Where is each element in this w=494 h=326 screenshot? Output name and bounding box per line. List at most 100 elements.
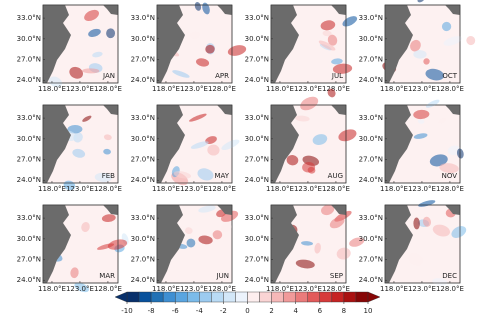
anomaly-patch: [443, 36, 462, 46]
anomaly-patch: [84, 9, 99, 22]
lon-tick-label: 123.0°E: [66, 85, 94, 93]
lat-tick-label: 24.0°N: [245, 176, 269, 184]
lat-tick-label: 24.0°N: [359, 76, 383, 84]
lat-tick-label: 27.0°N: [359, 156, 383, 164]
anomaly-patch: [107, 239, 128, 250]
lon-tick-label: 118.0°E: [38, 85, 66, 93]
anomaly-patch: [194, 2, 202, 11]
anomaly-patch: [417, 0, 425, 3]
map-frame: [42, 104, 119, 184]
anomaly-patch: [48, 76, 62, 88]
colorbar-cell: [247, 291, 260, 303]
anomaly-patch: [410, 39, 421, 52]
anomaly-patch: [295, 115, 310, 122]
lon-tick-label: 128.0°E: [322, 85, 350, 93]
anomaly-patch: [417, 119, 425, 124]
land: [157, 5, 185, 83]
anomaly-patch: [349, 237, 365, 247]
colorbar-cell: [259, 291, 272, 303]
lat-tick-label: 24.0°N: [245, 76, 269, 84]
lon-tick-label: 118.0°E: [266, 285, 294, 293]
lon-tick-label: 128.0°E: [94, 85, 122, 93]
land: [331, 5, 346, 15]
anomaly-patch: [286, 154, 299, 166]
month-label: MAR: [99, 272, 115, 280]
lat-tick-label: 24.0°N: [359, 276, 383, 284]
anomaly-patch: [70, 267, 79, 279]
lon-tick-label: 118.0°E: [152, 85, 180, 93]
map-frame: [270, 104, 347, 184]
anomaly-patch: [198, 205, 216, 213]
anomaly-patch: [69, 66, 83, 79]
map-panel: MAY 24.0°N 27.0°N 30.0°N 33.0°N 118.0°E 123.0°…: [131, 104, 240, 193]
month-label: APR: [215, 72, 229, 80]
anomaly-patch: [314, 242, 321, 254]
lat-tick-label: 30.0°N: [359, 235, 383, 243]
lat-tick-label: 27.0°N: [131, 256, 155, 264]
lat-tick-label: 30.0°N: [131, 235, 155, 243]
anomaly-patch: [338, 129, 357, 142]
anomaly-patch: [300, 96, 319, 111]
anomaly-patch: [186, 238, 196, 248]
land: [271, 205, 299, 283]
map-frame: [156, 104, 233, 184]
anomaly-patch: [202, 2, 210, 15]
land: [385, 5, 413, 83]
lat-tick-label: 24.0°N: [17, 76, 41, 84]
map-frame: [156, 204, 233, 284]
anomaly-patch: [422, 216, 432, 227]
anomaly-patch: [205, 44, 215, 54]
anomaly-patch: [72, 148, 86, 158]
colorbar-tick-label: 10: [364, 307, 373, 315]
lon-tick-label: 128.0°E: [436, 185, 464, 193]
anomaly-patch: [207, 144, 220, 156]
anomaly-patch: [327, 34, 338, 46]
land: [103, 5, 118, 15]
anomaly-patch: [74, 282, 90, 293]
map-panel: JUN 24.0°N 27.0°N 30.0°N 33.0°N 118.0°E 123.0°…: [131, 204, 239, 293]
anomaly-patch: [103, 134, 112, 141]
map-panel: APR 24.0°N 27.0°N 30.0°N 33.0°N 118.0°E 123.0°…: [131, 2, 247, 93]
lat-tick-label: 24.0°N: [245, 276, 269, 284]
lat-tick-label: 33.0°N: [359, 114, 383, 122]
colorbar-cell: [271, 291, 284, 303]
colorbar-cell: [319, 291, 333, 303]
lon-tick-label: 128.0°E: [208, 185, 236, 193]
colorbar-extend: [114, 291, 128, 303]
map-panel: JUL 24.0°N 27.0°N 30.0°N 33.0°N 118.0°E 123.0°…: [245, 4, 358, 93]
lon-tick-label: 123.0°E: [408, 285, 436, 293]
colorbar-tick-label: 0: [245, 307, 249, 315]
lon-tick-label: 128.0°E: [436, 85, 464, 93]
anomaly-patch: [92, 51, 103, 58]
lon-tick-label: 123.0°E: [180, 85, 208, 93]
lat-tick-label: 33.0°N: [131, 14, 155, 22]
lon-tick-label: 128.0°E: [322, 185, 350, 193]
lat-tick-label: 30.0°N: [359, 135, 383, 143]
land: [43, 205, 71, 283]
anomaly-patch: [196, 58, 210, 67]
anomaly-patch: [451, 226, 467, 238]
map-panel: JAN 24.0°N 27.0°N 30.0°N 33.0°N 118.0°E 123.0°…: [17, 4, 122, 93]
colorbar-cell: [295, 291, 308, 303]
anomaly-patch: [189, 113, 207, 122]
lat-tick-label: 27.0°N: [131, 156, 155, 164]
anomaly-patch: [329, 217, 345, 229]
anomaly-patch: [103, 148, 111, 155]
colorbar-cell: [211, 291, 224, 303]
map-frame: [384, 104, 461, 184]
colorbar-cell: [355, 291, 369, 303]
lon-tick-label: 123.0°E: [294, 285, 322, 293]
lat-tick-label: 27.0°N: [245, 56, 269, 64]
anomaly-patch: [413, 133, 428, 139]
map-panel: DEC 24.0°N 27.0°N 30.0°N 33.0°N 118.0°E 123.0°…: [359, 200, 467, 293]
map-frame: [384, 4, 461, 84]
colorbar-tick-label: -10: [121, 307, 132, 315]
anomaly-patch: [425, 99, 440, 108]
land: [385, 205, 413, 283]
lat-tick-label: 24.0°N: [131, 176, 155, 184]
lat-tick-label: 27.0°N: [359, 56, 383, 64]
lat-tick-label: 27.0°N: [17, 56, 41, 64]
colorbar-tick-label: -4: [196, 307, 204, 315]
month-label: AUG: [328, 172, 343, 180]
